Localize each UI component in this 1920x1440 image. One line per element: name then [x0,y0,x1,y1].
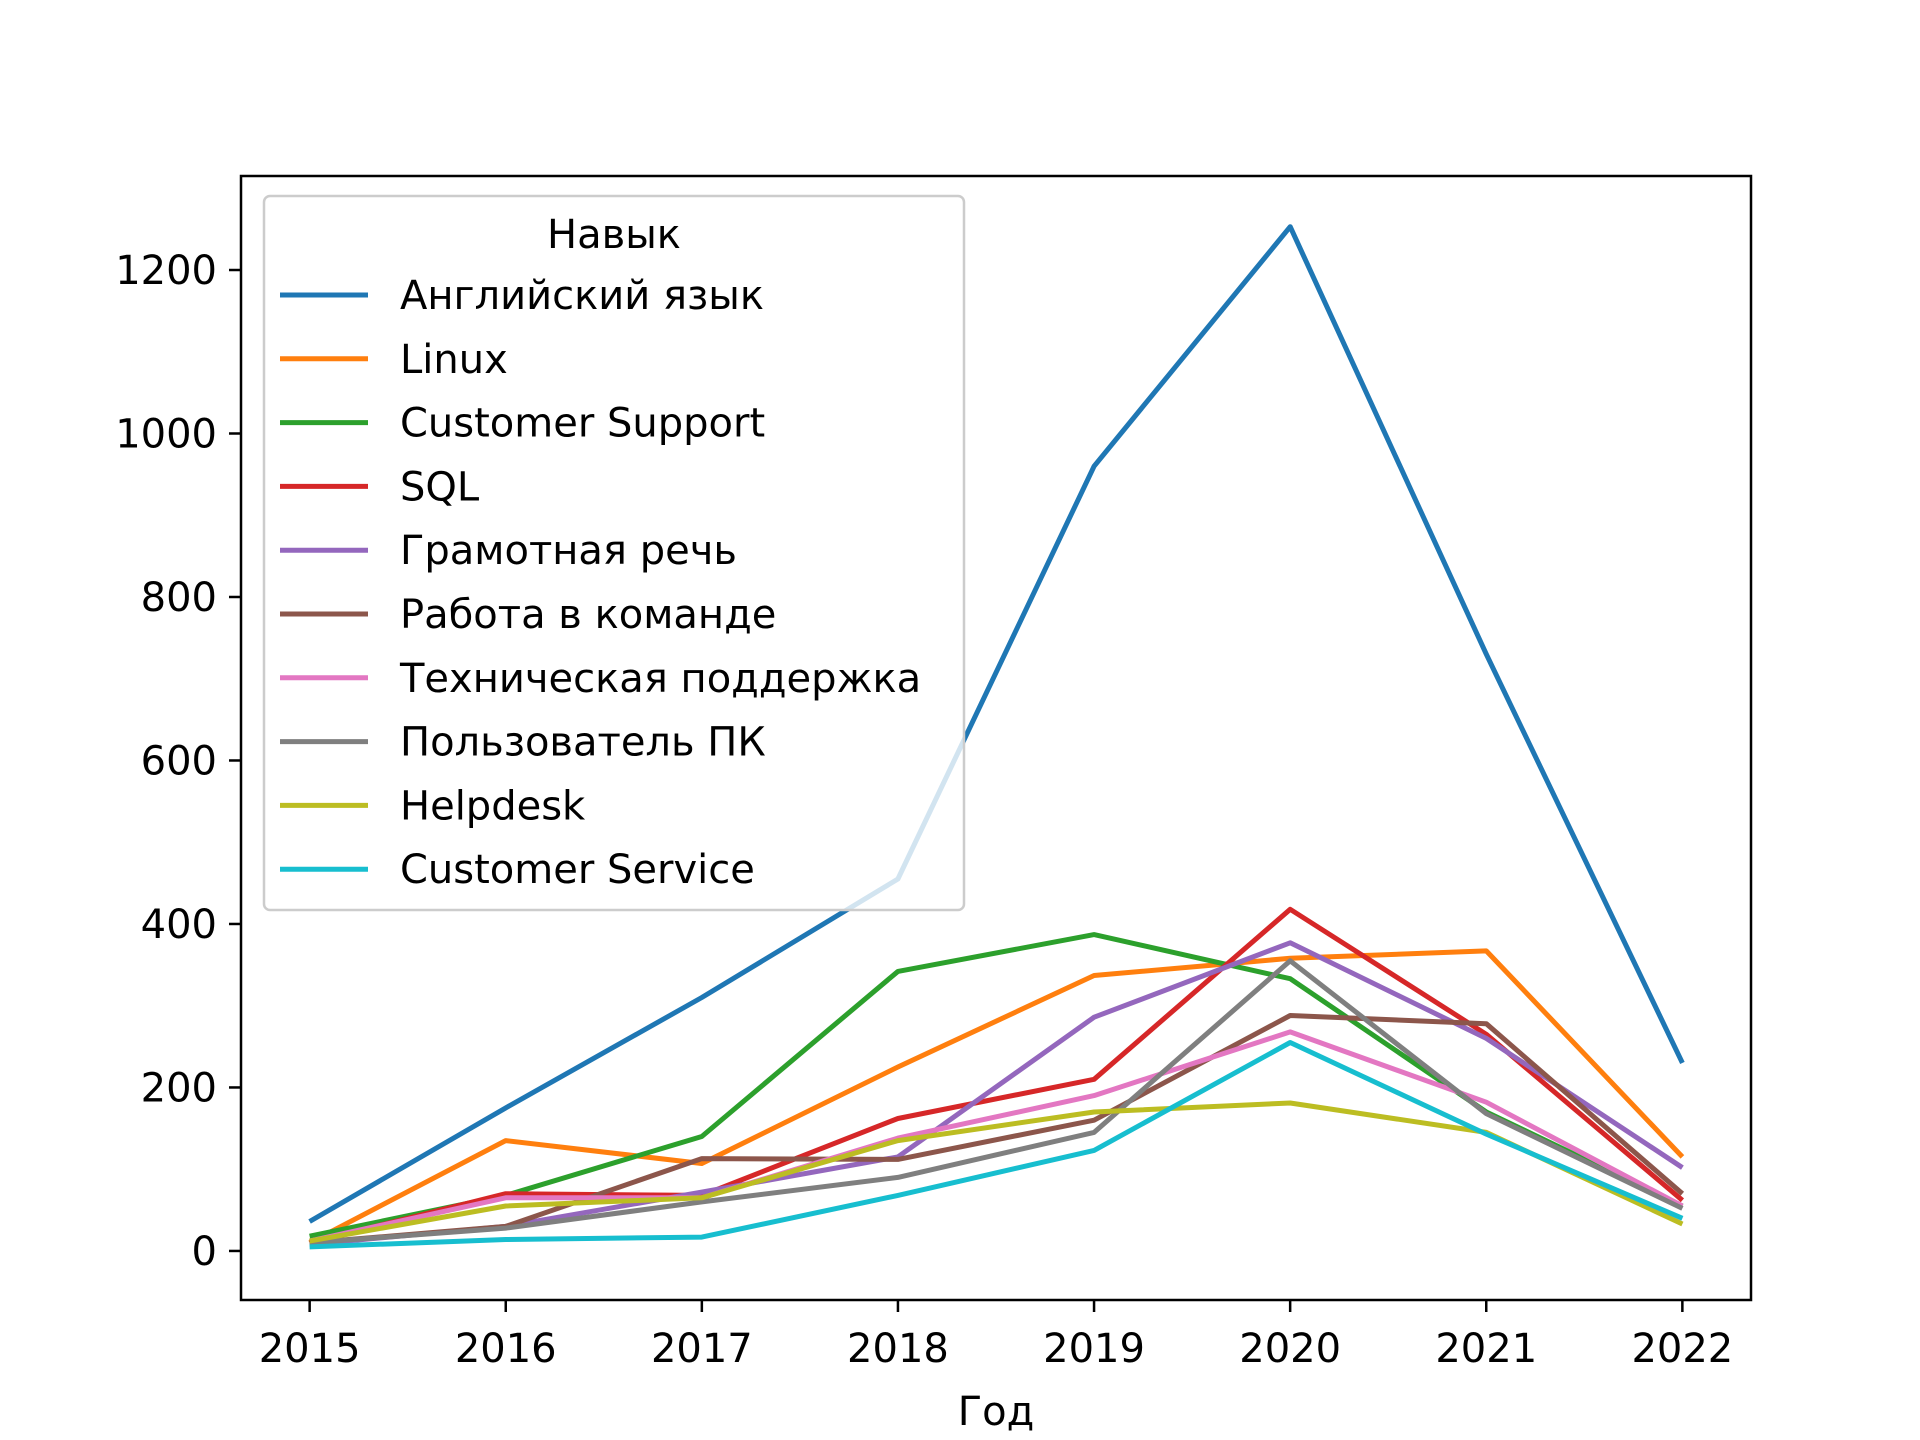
legend-box [262,194,966,912]
legend-label-3: Customer Support [400,401,765,447]
legend-label-5: Грамотная речь [400,528,737,574]
plot-frame [239,174,1753,1302]
x-tick-label: 2017 [651,1326,753,1372]
y-tick-label: 0 [192,1229,217,1275]
series-layer [308,224,1685,1250]
legend-title: Навык [547,212,681,258]
legend: Навык Английский язык Linux Customer Suppor… [262,194,966,912]
x-tick-label: 2015 [259,1326,361,1372]
series-line-6 [309,1013,1685,1246]
legend-label-4: SQL [400,464,480,510]
x-tick-label: 2020 [1239,1326,1341,1372]
series-line-8 [309,958,1684,1246]
legend-label-1: Английский язык [400,273,764,319]
y-tick-label: 1000 [115,411,217,457]
y-tick-label: 1200 [115,248,217,294]
y-tick-label: 800 [141,575,217,621]
y-tick-label: 400 [141,902,217,948]
y-tick-label: 200 [141,1065,217,1111]
series-line-1 [308,224,1685,1224]
legend-label-7: Техническая поддержка [399,656,921,702]
y-tick-label: 600 [141,738,217,784]
x-tick-label: 2019 [1043,1326,1145,1372]
legend-label-8: Пользователь ПК [400,720,766,766]
series-line-4 [308,906,1685,1246]
series-line-2 [308,948,1685,1246]
series-line-10 [309,1040,1684,1250]
x-tick-label: 2018 [847,1326,949,1372]
x-tick-label: 2021 [1435,1326,1537,1372]
ticks-layer: 2015 2016 2017 2018 2019 2020 2021 2022 0 200 400 6… [115,248,1733,1372]
legend-label-2: Linux [400,337,508,383]
x-tick-label: 2016 [455,1326,557,1372]
x-tick-label: 2022 [1631,1326,1733,1372]
legend-label-10: Customer Service [400,847,755,893]
legend-label-9: Helpdesk [400,783,586,829]
legend-label-6: Работа в команде [400,592,776,638]
x-axis-title: Год [958,1389,1035,1435]
series-line-9 [309,1100,1684,1244]
